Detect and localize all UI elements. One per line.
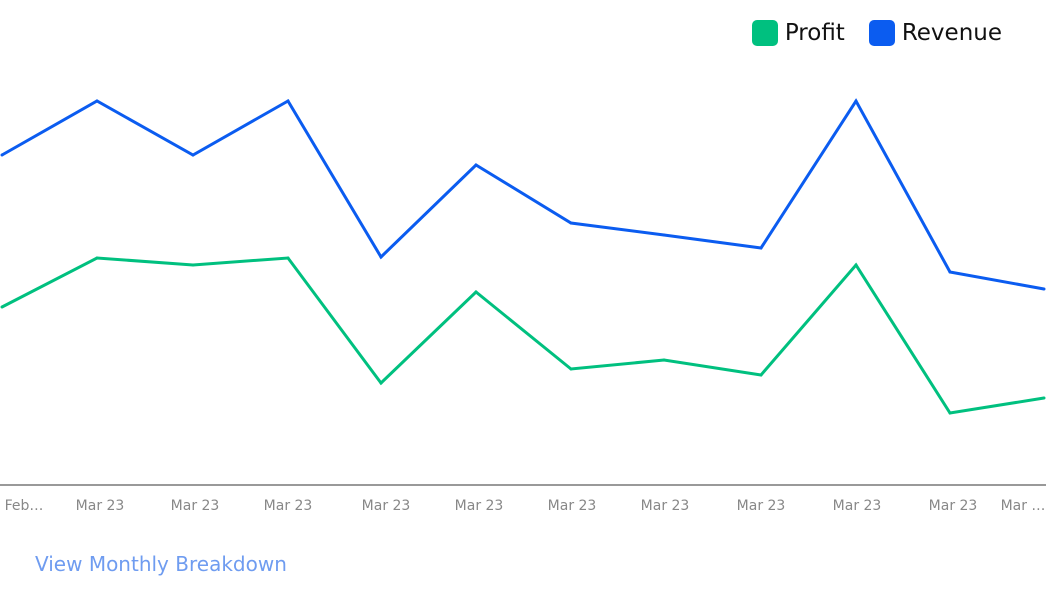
legend-swatch-profit	[751, 20, 778, 46]
x-tick-label: Mar 23	[171, 498, 220, 514]
x-tick-label: Mar 23	[76, 498, 125, 514]
data-point-profit[interactable]	[948, 411, 952, 415]
data-point-profit[interactable]	[1042, 396, 1046, 400]
series-layer	[0, 98, 1046, 415]
legend-item-profit[interactable]: Profit	[751, 20, 845, 46]
legend-item-revenue[interactable]: Revenue	[868, 20, 1002, 46]
data-point-profit[interactable]	[286, 256, 290, 260]
data-point-revenue[interactable]	[662, 233, 666, 237]
x-tick-label: Mar 23	[548, 498, 597, 514]
data-point-revenue[interactable]	[759, 246, 763, 250]
x-tick-label: Mar 23	[737, 498, 786, 514]
data-point-profit[interactable]	[662, 358, 666, 362]
x-tick-label: Mar 23	[929, 498, 978, 514]
x-tick-label: Mar 23	[641, 498, 690, 514]
x-tick-label: Feb…	[5, 498, 44, 514]
chart-legend: Profit Revenue	[751, 20, 1002, 46]
legend-swatch-revenue	[868, 20, 895, 46]
data-point-revenue[interactable]	[286, 99, 290, 103]
view-monthly-breakdown-link[interactable]: View Monthly Breakdown	[35, 552, 287, 576]
data-point-profit[interactable]	[854, 263, 858, 267]
data-point-revenue[interactable]	[474, 163, 478, 167]
data-point-revenue[interactable]	[0, 153, 4, 157]
series-line-profit[interactable]	[1, 256, 1045, 415]
data-point-profit[interactable]	[569, 367, 573, 371]
x-tick-label: Mar 23	[833, 498, 882, 514]
data-point-profit[interactable]	[474, 290, 478, 294]
x-tick-label: Mar …	[1001, 498, 1046, 514]
data-point-revenue[interactable]	[95, 99, 99, 103]
legend-label-revenue: Revenue	[901, 20, 1002, 46]
data-point-revenue[interactable]	[379, 255, 383, 259]
data-point-profit[interactable]	[759, 373, 763, 377]
x-tick-label: Mar 23	[264, 498, 313, 514]
data-point-profit[interactable]	[95, 256, 99, 260]
data-point-profit[interactable]	[0, 305, 4, 309]
data-point-revenue[interactable]	[191, 153, 195, 157]
x-tick-labels: Feb… Mar 23 Mar 23 Mar 23 Mar 23 Mar 23 Mar 23…	[5, 498, 1046, 514]
series-line-revenue[interactable]	[1, 98, 1045, 291]
data-point-revenue[interactable]	[569, 221, 573, 225]
data-point-revenue[interactable]	[854, 99, 858, 103]
data-point-profit[interactable]	[191, 263, 195, 267]
x-tick-label: Mar 23	[362, 498, 411, 514]
data-point-revenue[interactable]	[948, 270, 952, 274]
legend-label-profit: Profit	[784, 20, 845, 46]
x-tick-label: Mar 23	[455, 498, 504, 514]
data-point-profit[interactable]	[379, 381, 383, 385]
data-point-revenue[interactable]	[1042, 287, 1046, 291]
